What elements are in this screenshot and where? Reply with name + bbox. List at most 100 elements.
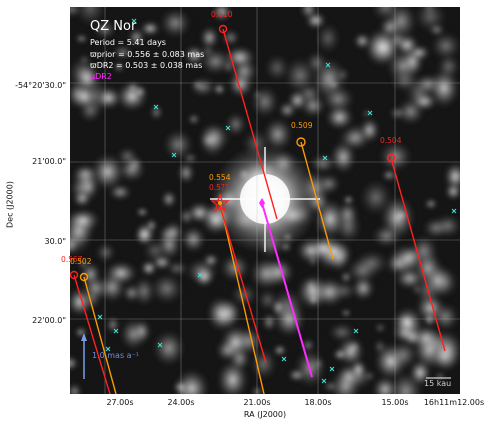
- nebulosity-blob: [380, 195, 415, 240]
- gaia-source-marker: [367, 110, 373, 116]
- gaia-source-marker: [171, 152, 177, 158]
- parallax-label: 0.509: [291, 121, 313, 130]
- nebulosity-blob: [264, 54, 290, 82]
- y-tick-label: 30.0": [44, 237, 67, 246]
- nebulosity-blob: [213, 83, 226, 96]
- nebulosity-blob: [251, 385, 264, 394]
- nebulosity-blob: [74, 326, 88, 338]
- nebulosity-blob: [317, 173, 341, 195]
- gaia-source-marker: [197, 272, 203, 278]
- nebulosity-blob: [354, 250, 390, 276]
- nebulosity-blob: [132, 276, 156, 307]
- nebulosity-blob: [434, 372, 446, 381]
- nebulosity-blob: [261, 312, 277, 332]
- nebulosity-blob: [409, 359, 432, 386]
- y-axis-label: Dec (J2000): [5, 181, 15, 228]
- nebulosity-blob: [202, 253, 220, 268]
- nebulosity-blob: [132, 319, 152, 344]
- nebulosity-blob: [199, 48, 232, 75]
- nebulosity-blob: [361, 109, 372, 118]
- gaia-source-marker: [281, 356, 287, 362]
- nebulosity-blob: [322, 381, 339, 392]
- parallax-label: 0.5??: [209, 183, 229, 192]
- parallax-label: 0.610: [211, 10, 233, 19]
- proper-motion-arrow-red: [222, 28, 278, 220]
- nebulosity-blob: [207, 297, 238, 332]
- gaia-source-marker: [97, 314, 103, 320]
- nebulosity-blob: [200, 132, 216, 149]
- nebulosity-blob: [166, 260, 189, 277]
- parallax-label: 0.554: [209, 173, 231, 182]
- x-tick-label: 24.00s: [167, 398, 195, 407]
- nebulosity-blob: [178, 207, 195, 226]
- x-tick-label: 16h11m12.00s: [423, 398, 485, 407]
- udr2-legend-text: μDR2: [90, 72, 112, 81]
- nebulosity-blob: [273, 301, 306, 338]
- proper-motion-arrow-orange: [83, 276, 117, 394]
- nebulosity-blob: [112, 44, 134, 60]
- nebulosity-blob: [374, 323, 386, 333]
- y-tick-label: 22'00.0": [32, 316, 66, 325]
- nebulosity-blob: [444, 182, 460, 201]
- nebulosity-blob: [311, 57, 347, 101]
- proper-motion-arrow-magenta: [261, 202, 313, 378]
- nebulosity-blob: [230, 283, 258, 307]
- nebulosity-blob: [278, 101, 297, 119]
- parallax-prior-text: ϖprior = 0.556 ± 0.083 mas: [90, 50, 205, 59]
- gaia-source-marker: [321, 378, 327, 384]
- nebulosity-blob: [140, 21, 161, 36]
- nebulosity-blob: [211, 7, 232, 22]
- nebulosity-blob: [162, 128, 194, 161]
- proper-motion-arrow-red: [390, 157, 446, 352]
- nebulosity-blob: [187, 113, 200, 125]
- nebulosity-blob: [106, 316, 120, 334]
- nebulosity-blob: [381, 169, 397, 181]
- gaia-source-marker: [322, 155, 328, 161]
- nebulosity-blob: [128, 27, 145, 47]
- parallax-label: 0.567: [61, 255, 83, 264]
- proper-motion-arrow-orange: [300, 141, 334, 260]
- x-tick-label: 21.00s: [243, 398, 271, 407]
- nebulosity-blob: [378, 141, 413, 173]
- nebulosity-blob: [409, 235, 438, 267]
- nebulosity-blob: [341, 309, 352, 317]
- nebulosity-blob: [428, 68, 460, 108]
- nebulosity-blob: [337, 336, 365, 367]
- nebulosity-blob: [429, 341, 460, 372]
- gaia-source-marker: [225, 125, 231, 131]
- nebulosity-blob: [74, 7, 107, 27]
- nebulosity-blob: [313, 198, 347, 240]
- nebulosity-blob: [263, 258, 295, 287]
- nebulosity-blob: [307, 253, 319, 268]
- nebulosity-blob: [150, 273, 184, 305]
- nebulosity-blob: [401, 47, 424, 76]
- nebulosity-blob: [411, 284, 422, 295]
- proper-motion-arrow-red: [73, 274, 111, 394]
- nebulosity-blob: [430, 31, 460, 61]
- nebulosity-blob: [152, 330, 186, 367]
- nebulosity-blob: [133, 85, 147, 98]
- gaia-source-marker: [113, 328, 119, 334]
- nebulosity-blob: [337, 127, 370, 150]
- nebulosity-blob: [149, 104, 164, 121]
- gaia-source-marker: [329, 366, 335, 372]
- nebulosity-blob: [73, 83, 97, 110]
- nebulosity-blob: [423, 263, 453, 298]
- nebulosity-blob: [98, 271, 126, 303]
- gaia-source-marker: [325, 62, 331, 68]
- nebulosity-blob: [77, 258, 90, 270]
- parallax-dr2-text: ϖDR2 = 0.503 ± 0.038 mas: [90, 61, 203, 70]
- nebulosity-blob: [70, 383, 83, 394]
- nebulosity-blob: [90, 153, 125, 191]
- nebulosity-blob: [225, 112, 247, 137]
- nebulosity-blob: [328, 322, 356, 342]
- nebulosity-blob: [283, 56, 317, 95]
- nebulosity-blob: [325, 104, 354, 131]
- nebulosity-blob: [424, 198, 438, 210]
- nebulosity-blob: [414, 7, 447, 33]
- nebulosity-blob: [161, 190, 177, 209]
- gaia-source-marker: [353, 328, 359, 334]
- proper-motion-arrow-red: [217, 198, 267, 364]
- nebulosity-blob: [70, 208, 101, 233]
- parallax-label: 0.502: [70, 257, 92, 266]
